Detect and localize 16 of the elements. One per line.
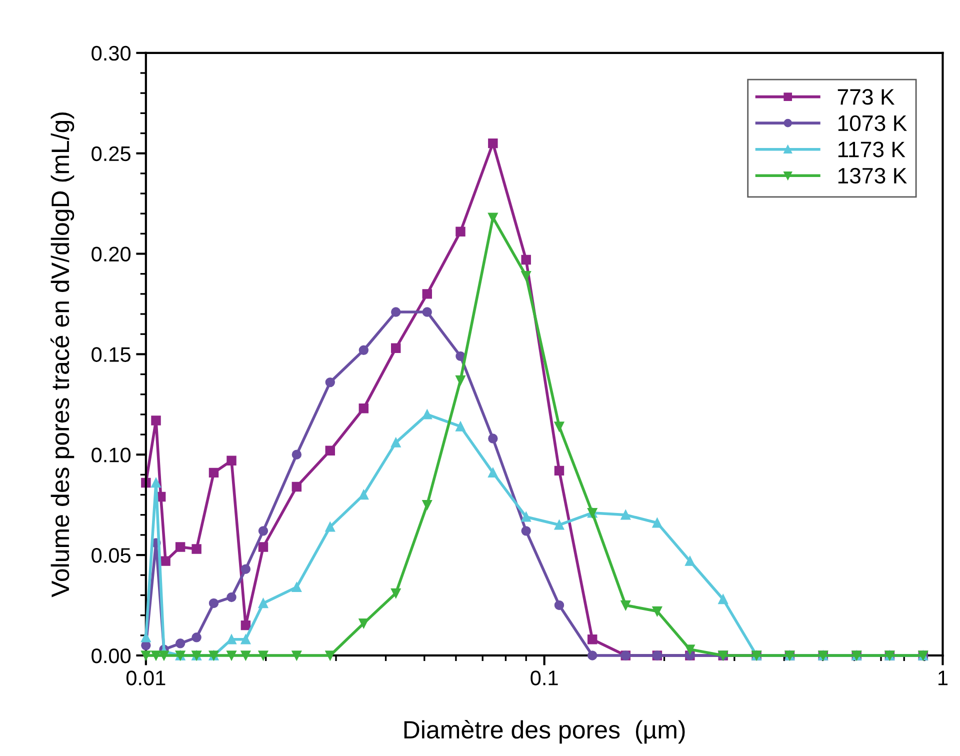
- y-axis-title: Volume des pores tracé en dV/dlogD (mL/g): [50, 112, 74, 598]
- y-tick-label: 0.10: [92, 448, 131, 462]
- x-axis-title: Diamètre des pores (µm): [404, 720, 685, 744]
- y-tick-label: 0.05: [92, 548, 130, 563]
- legend-label: 1373 K: [838, 168, 907, 184]
- y-tick-label: 0.15: [92, 347, 130, 362]
- y-tick-label: 0.30: [92, 46, 131, 61]
- legend-label: 1173 K: [838, 142, 906, 158]
- legend-label: 1073 K: [838, 115, 907, 132]
- x-tick-label: 1: [938, 670, 948, 686]
- legend-label: 773 K: [838, 89, 895, 105]
- y-tick-label: 0.20: [92, 246, 131, 262]
- y-tick-label: 0.00: [92, 648, 131, 664]
- x-tick-label: 0.01: [126, 670, 166, 686]
- y-tick-label: 0.25: [92, 146, 130, 162]
- x-tick-label: 0.1: [530, 670, 558, 686]
